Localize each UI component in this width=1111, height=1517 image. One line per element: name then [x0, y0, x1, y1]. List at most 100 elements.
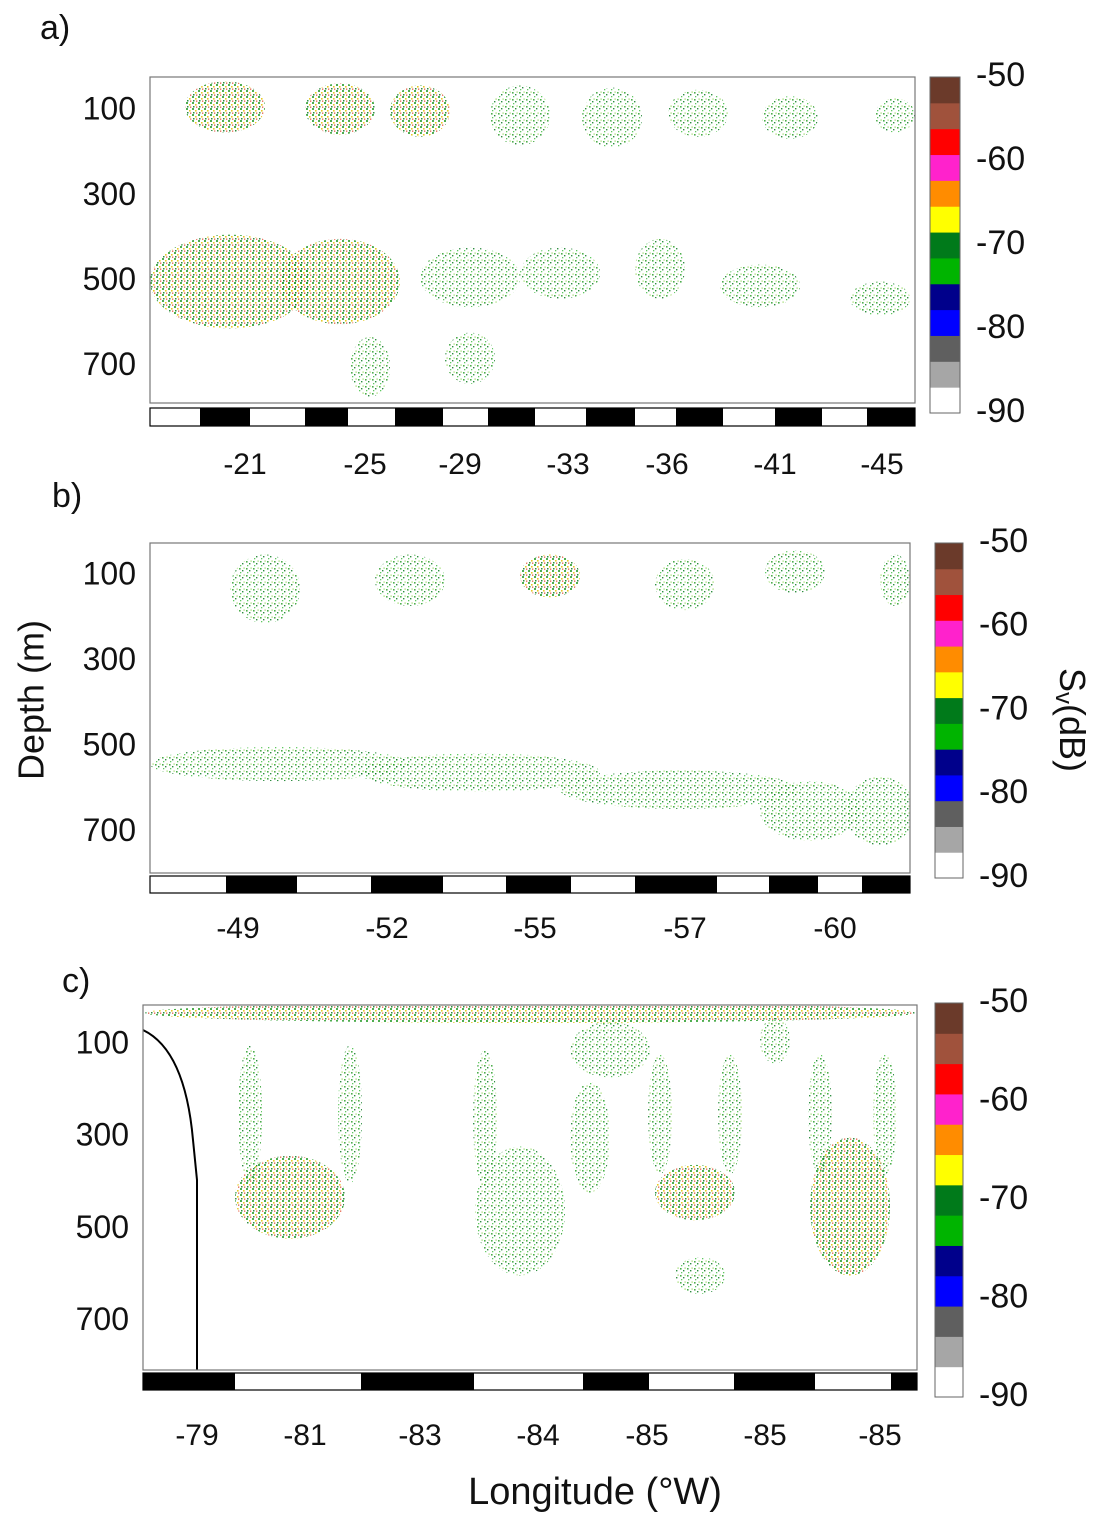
x-tick-label: -33	[546, 448, 589, 481]
scattering-layer	[880, 554, 910, 606]
night-segment	[506, 876, 571, 893]
colorbar-tick-label: -50	[979, 982, 1028, 1020]
scattering-layer	[762, 96, 818, 139]
y-tick-label: 500	[76, 1209, 129, 1245]
night-segment	[769, 876, 818, 893]
colorbar-label: Sv(dB)	[1050, 668, 1094, 772]
colorbar-tick-label: -90	[979, 1376, 1028, 1414]
colorbar-tick-label: -80	[976, 308, 1025, 346]
x-tick-label: -85	[625, 1419, 668, 1452]
scattering-layer	[668, 89, 728, 137]
night-segment	[734, 1373, 815, 1390]
colorbar-frame	[929, 76, 961, 414]
panel-label: b)	[52, 477, 82, 515]
colorbar-band	[935, 1154, 963, 1186]
colorbar-band	[930, 283, 960, 311]
scattering-layer	[305, 83, 375, 135]
y-tick-label: 500	[83, 726, 136, 762]
colorbar-band	[935, 1215, 963, 1246]
colorbar-band	[935, 568, 963, 596]
colorbar-band	[935, 620, 963, 647]
night-segment	[775, 408, 822, 426]
scattering-layer	[520, 554, 580, 598]
echogram	[150, 550, 910, 846]
x-tick-label: -79	[175, 1419, 218, 1452]
scattering-layer	[808, 1054, 832, 1175]
scattering-layer	[810, 1137, 890, 1276]
x-tick-label: -85	[858, 1419, 901, 1452]
scattering-layer	[648, 1054, 672, 1175]
colorbar-tick-label: -80	[979, 1277, 1028, 1315]
scattering-layer	[280, 238, 400, 325]
x-tick-label: -57	[663, 912, 706, 945]
echogram	[150, 81, 915, 397]
x-tick-label: -81	[283, 1419, 326, 1452]
colorbar-tick-label: -50	[976, 56, 1025, 94]
colorbar-frame	[934, 1002, 964, 1398]
night-segment	[586, 408, 635, 426]
night-segment	[371, 876, 443, 893]
colorbar-band	[930, 309, 960, 336]
y-tick-label: 500	[83, 261, 136, 297]
scattering-layer	[760, 1017, 790, 1064]
scattering-layer	[490, 85, 550, 146]
scattering-layer	[570, 1081, 610, 1193]
y-axis-title: Depth (m)	[11, 620, 52, 780]
colorbar-band	[935, 800, 963, 827]
colorbar-band	[930, 335, 960, 362]
x-axis-title: Longitude (°W)	[468, 1471, 722, 1513]
colorbar-band	[935, 671, 963, 699]
scattering-layer	[675, 1257, 725, 1294]
colorbar-band	[935, 1184, 963, 1216]
colorbar-band	[935, 1063, 963, 1095]
scattering-layer	[520, 247, 600, 299]
plot-frame	[142, 1004, 918, 1371]
colorbar-frame	[934, 542, 964, 879]
colorbar-band	[930, 180, 960, 207]
colorbar-band	[935, 1245, 963, 1277]
colorbar-tick-label: -80	[979, 773, 1028, 811]
x-tick-label: -83	[398, 1419, 441, 1452]
colorbar-band	[935, 1275, 963, 1307]
colorbar-band	[935, 1003, 963, 1034]
y-tick-label: 100	[83, 91, 136, 127]
colorbar-band	[930, 232, 960, 259]
scattering-layer	[570, 1022, 650, 1078]
colorbar-tick-label: -90	[979, 857, 1028, 895]
x-tick-label: -21	[223, 448, 266, 481]
colorbar-band	[935, 749, 963, 776]
colorbar-label-sub: v	[1050, 692, 1077, 704]
colorbar-tick-label: -70	[979, 689, 1028, 727]
x-tick-label: -36	[645, 448, 688, 481]
colorbar-band	[935, 826, 963, 853]
scattering-layer	[360, 753, 600, 792]
colorbar-band	[930, 257, 960, 285]
night-segment	[200, 408, 250, 426]
colorbar-band	[935, 1336, 963, 1368]
x-tick-label: -25	[343, 448, 386, 481]
colorbar-tick-label: -60	[976, 140, 1025, 178]
night-segment	[395, 408, 443, 426]
scattering-layer	[235, 1155, 345, 1239]
scattering-layer	[230, 554, 300, 623]
x-tick-label: -84	[516, 1419, 559, 1452]
x-tick-label: -52	[365, 912, 408, 945]
y-tick-label: 700	[83, 812, 136, 848]
scattering-layer	[375, 554, 445, 606]
scattering-layer	[760, 781, 860, 841]
colorbar-band	[935, 1093, 963, 1125]
x-tick-label: -29	[438, 448, 481, 481]
colorbar-tick-label: -60	[979, 1080, 1028, 1118]
x-tick-label: -41	[753, 448, 796, 481]
profile-line	[143, 1029, 198, 1370]
scattering-layer	[582, 87, 642, 148]
scattering-layer	[655, 1164, 735, 1221]
scattering-layer	[850, 281, 910, 316]
night-segment	[891, 1373, 917, 1390]
y-tick-label: 700	[76, 1301, 129, 1337]
scattering-layer	[145, 1005, 915, 1023]
colorbar-band	[935, 852, 963, 879]
colorbar-band	[935, 1033, 963, 1065]
scattering-layer	[845, 776, 910, 846]
